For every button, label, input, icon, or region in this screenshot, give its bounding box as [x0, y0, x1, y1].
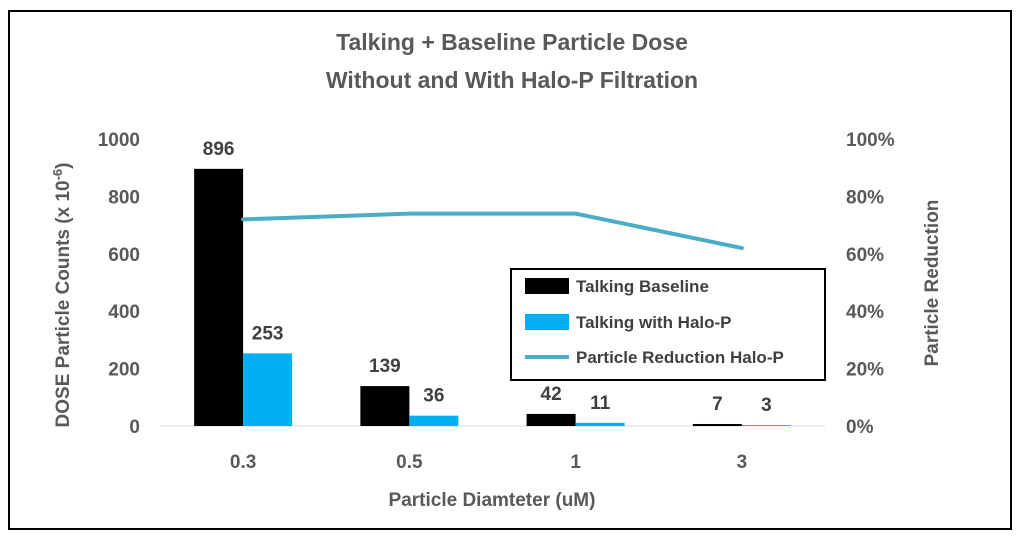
bar-data-label: 36 — [423, 386, 444, 407]
y-tick-label: 200 — [108, 360, 140, 381]
legend-label-talking-baseline: Talking Baseline — [576, 277, 709, 296]
legend-swatch-talking-halo — [525, 314, 569, 330]
x-axis-title: Particle Diamteter (uM) — [389, 490, 596, 511]
legend: Talking Baseline Talking with Halo-P Par… — [510, 268, 826, 381]
bar — [360, 386, 410, 426]
bar — [575, 422, 625, 426]
y-tick-label: 800 — [108, 187, 140, 208]
x-tick-label: 3 — [737, 452, 748, 473]
y2-tick-label: 80% — [846, 187, 884, 208]
reduction-line — [241, 211, 744, 251]
y-axis-title: DOSE Particle Counts (x 10-6) — [50, 163, 75, 428]
line-series-group — [241, 211, 744, 251]
bar-data-label: 3 — [761, 395, 772, 416]
y-tick-label: 0 — [129, 417, 140, 438]
bar — [409, 415, 459, 426]
y-axis-title-sup: -6 — [50, 169, 65, 181]
legend-label-reduction: Particle Reduction Halo-P — [576, 348, 784, 367]
y-axis-title-close: ) — [53, 163, 74, 169]
y2-axis-ticks: 0% 20% 40% 60% 80% 100% — [846, 130, 895, 438]
bar-data-label: 253 — [252, 323, 284, 344]
bar — [526, 413, 576, 426]
legend-label-talking-halo: Talking with Halo-P — [576, 313, 732, 332]
legend-swatch-talking-baseline — [525, 278, 569, 294]
x-tick-label: 1 — [570, 452, 581, 473]
y2-tick-label: 0% — [846, 417, 874, 438]
bar — [741, 425, 791, 426]
bar — [243, 353, 293, 426]
y2-tick-label: 40% — [846, 302, 884, 323]
y-tick-label: 600 — [108, 245, 140, 266]
bar-labels-group: 896 139 42 7 253 36 11 3 — [203, 139, 772, 416]
chart-title-line-1: Talking + Baseline Particle Dose — [336, 29, 688, 55]
y-axis-title-main: DOSE Particle Counts (x 10 — [53, 180, 74, 427]
bars-group — [194, 168, 791, 426]
bar-data-label: 7 — [712, 394, 723, 415]
bar — [692, 423, 742, 426]
bar-data-label: 42 — [541, 384, 562, 405]
y2-tick-label: 100% — [846, 130, 895, 151]
x-tick-label: 0.3 — [230, 452, 256, 473]
y2-tick-label: 20% — [846, 360, 884, 381]
x-tick-label: 0.5 — [396, 452, 423, 473]
bar — [194, 168, 244, 426]
y-tick-label: 1000 — [98, 130, 140, 151]
x-axis-ticks: 0.3 0.5 1 3 — [230, 452, 747, 473]
bar-data-label: 11 — [590, 393, 611, 414]
bar-data-label: 896 — [203, 139, 235, 160]
y2-tick-label: 60% — [846, 245, 884, 266]
y2-axis-title: Particle Reduction — [922, 200, 943, 367]
y-tick-label: 400 — [108, 302, 140, 323]
chart-title-line-2: Without and With Halo-P Filtration — [326, 67, 698, 93]
y-axis-ticks: 0 200 400 600 800 1000 — [98, 130, 140, 438]
bar-data-label: 139 — [369, 356, 401, 377]
